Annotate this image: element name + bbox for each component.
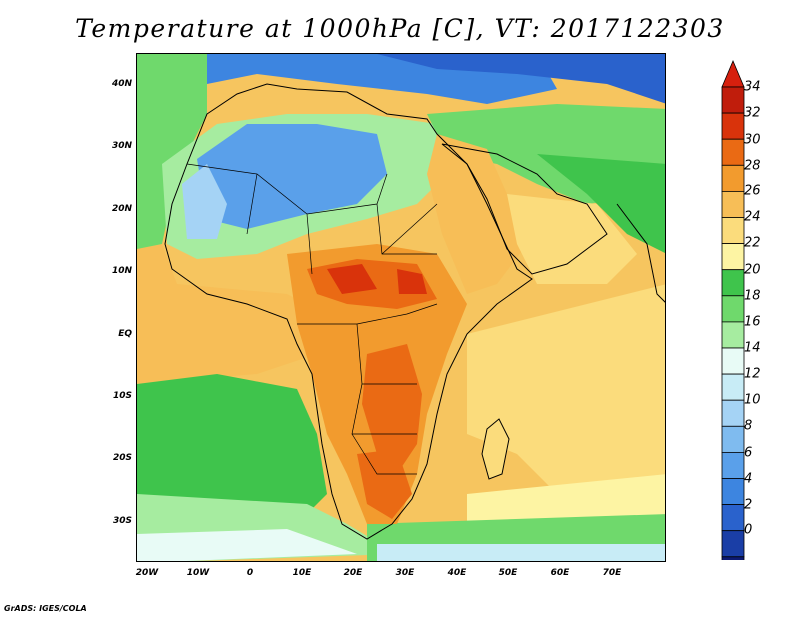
colorbar-swatch [721,295,745,323]
map-panel [136,53,666,562]
borders-sahara [186,163,438,275]
colorbar-swatch [721,504,745,532]
field-arabia-interior [507,194,637,284]
colorbar-swatch [721,451,745,479]
field-hotspot-2 [397,269,427,294]
lon-tick-label-10E: 10E [292,568,312,578]
colorbar-label-12: 12 [744,366,761,382]
colorbar-label-4: 4 [744,471,753,487]
coastline-india [616,203,665,303]
field-iran-green [537,154,665,253]
colorbar-swatch [721,347,745,375]
colorbar-label-16: 16 [744,314,761,330]
field-southern-hot [357,449,412,519]
colorbar-swatch [721,530,745,558]
colorbar-swatch [721,190,745,218]
lat-tick-label-EQ: EQ [118,329,132,339]
coastline-africa [164,83,533,540]
colorbar-label-8: 8 [744,418,753,434]
colorbar-swatch [721,321,745,349]
lat-tick-label-10S: 10S [112,391,132,401]
field-sahara-light-blue [182,164,227,239]
lon-tick-label-20E: 20E [343,568,363,578]
field-trade-wind-warm [137,244,337,384]
field-madagascar [482,419,509,479]
lat-tick-label-20N: 20N [111,204,132,214]
colorbar-label-18: 18 [744,288,761,304]
lat-tick-label-10N: 10N [111,266,132,276]
colorbar-over-triangle [721,59,745,88]
field-south-pale [137,529,357,561]
lat-tick-label-30N: 30N [111,141,132,151]
lon-tick-label-10W: 10W [186,568,210,578]
borders-central [297,303,438,475]
lat-tick-label-30S: 30S [112,516,132,526]
colorbar-swatch [721,478,745,506]
coastline-arabia [441,143,608,275]
field-hotspot-1 [327,264,377,294]
lon-tick-label-60E: 60E [550,568,570,578]
colorbar-label-30: 30 [744,132,761,148]
map-title: Temperature at 1000hPa [C], VT: 20171223… [75,14,725,43]
lon-tick-label-50E: 50E [498,568,518,578]
coastline-madagascar [481,418,510,480]
colorbar-label-26: 26 [744,183,761,199]
field-indian-ocean-warm [467,284,665,494]
colorbar-swatch [721,373,745,401]
lon-tick-label-0: 0 [246,568,254,578]
colorbar-swatch [721,243,745,271]
field-arabia-warm [427,134,527,294]
field-europe-cold [377,54,665,104]
grads-credit: GrADS: IGES/COLA [4,604,87,613]
colorbar-label-24: 24 [744,209,761,225]
colorbar-swatch [721,138,745,166]
colorbar-swatch [721,217,745,245]
field-central-hot [362,344,422,474]
colorbar-label-32: 32 [744,105,761,121]
lat-tick-label-40N: 40N [111,79,132,89]
colorbar-label-6: 6 [744,445,753,461]
lon-tick-label-20W: 20W [135,568,159,578]
field-indian-ocean-south [467,474,665,524]
field-south-indian-pale [377,544,665,561]
colorbar-label-28: 28 [744,158,761,174]
lon-tick-label-70E: 70E [602,568,622,578]
colorbar-swatch [721,269,745,297]
colorbar-label-34: 34 [744,79,761,95]
colorbar-swatch [721,86,745,114]
colorbar-label-14: 14 [744,340,761,356]
colorbar-swatch [721,425,745,453]
colorbar-swatch [721,399,745,427]
field-north-atlantic-cool [137,54,207,254]
field-south-atlantic-green [137,374,327,514]
colorbar-label-10: 10 [744,392,761,408]
colorbar-swatch [721,112,745,140]
colorbar-swatch [721,164,745,192]
colorbar-label-20: 20 [744,262,761,278]
temperature-map [137,54,665,561]
colorbar [721,59,745,560]
colorbar-label-2: 2 [744,497,753,513]
lat-tick-label-20S: 20S [112,453,132,463]
colorbar-label-22: 22 [744,235,761,251]
lon-tick-label-40E: 40E [447,568,467,578]
field-sahara-blue [197,124,387,229]
colorbar-swatch [721,556,745,560]
lon-tick-label-30E: 30E [395,568,415,578]
colorbar-label-0: 0 [744,522,753,538]
